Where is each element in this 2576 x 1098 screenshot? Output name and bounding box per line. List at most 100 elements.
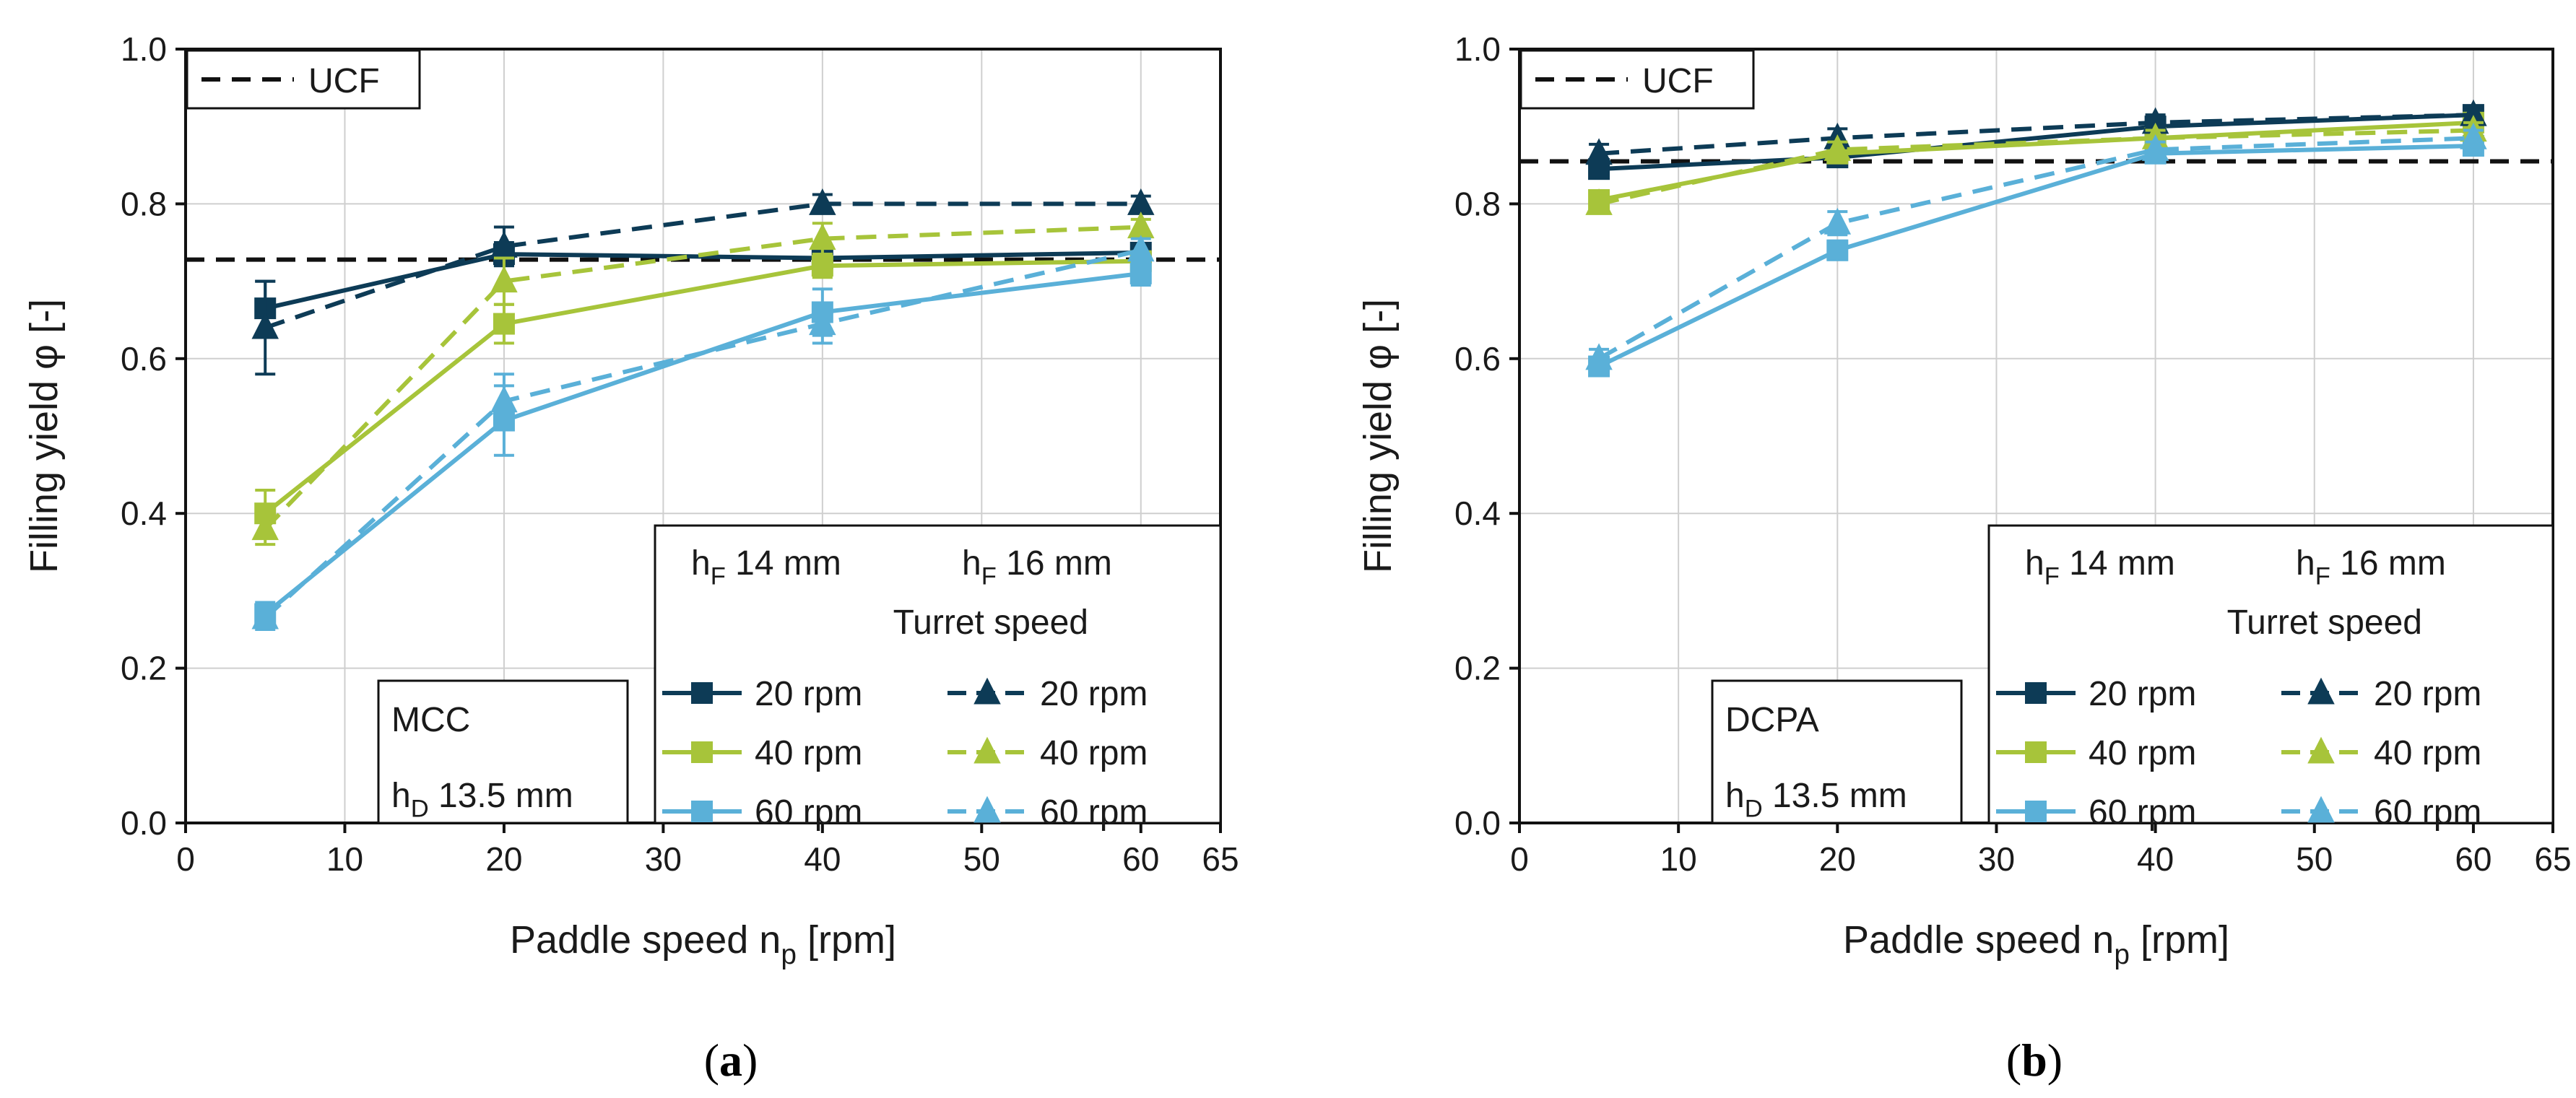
y-tick-label: 0.2 [1454,650,1501,687]
ucf-legend-label: UCF [308,62,380,100]
series-line-hF-16-mm-20-rpm [1598,113,2473,156]
series-line-hF-14-mm-40-rpm [1598,120,2474,202]
series-line-hF-14-mm-60-rpm [1597,144,2473,369]
material-name: DCPA [1725,701,1819,739]
x-axis-title: Paddle speed np [rpm] [1843,918,2229,970]
legend-swatch-marker [2307,736,2335,764]
legend-header-hf14: hF 14 mm [691,544,841,590]
series-legend-box [1987,524,2554,824]
x-tick-label: 60 [2455,840,2492,878]
y-tick-label: 0.8 [121,185,167,222]
x-tick-label: 40 [804,840,841,878]
y-tick-label: 0.0 [121,804,167,842]
legend-swatch-marker [2025,741,2047,763]
x-tick-label: 10 [326,840,363,878]
data-point [490,230,518,258]
data-point [809,308,836,336]
legend-swatch-marker [691,801,713,822]
x-tick-label: 50 [2296,840,2333,878]
legend-entry-label: 60 rpm [755,793,862,832]
data-point [490,385,518,413]
data-point [809,223,836,250]
die-height-label: hD 13.5 mm [391,777,573,822]
legend-swatch-marker [973,736,1001,764]
legend-entry-label: 20 rpm [1040,675,1148,713]
legend-entry-label: 20 rpm [755,675,862,713]
x-tick-label: 30 [645,840,682,878]
legend-header-hf16: hF 16 mm [962,544,1112,590]
data-point [809,188,836,215]
data-point [2460,99,2487,126]
data-point [251,513,279,541]
x-tick-label: 20 [485,840,522,878]
x-tick-label: 50 [963,840,1000,878]
legend-entry-label: 20 rpm [2374,675,2481,713]
legend-swatch-marker [2025,682,2047,704]
x-tick-label: 60 [1122,840,1159,878]
y-axis-title: Filling yield φ [-] [22,299,66,573]
x-tick-label: 65 [2534,840,2571,878]
legend-header-hf16: hF 16 mm [2296,544,2446,590]
y-tick-label: 0.2 [121,650,167,687]
chart-panel-b: 0 10 20 30 40 50 60 65 0.0 0.2 0.4 0.6 0.8 1.0 Paddle … [1356,30,2572,970]
material-info-box [377,679,629,824]
legend-entry-label: 20 rpm [2089,675,2196,713]
x-tick-label: 30 [1978,840,2015,878]
data-point [490,266,518,293]
series-legend-box [654,524,1222,824]
x-tick-label: 0 [1510,840,1529,878]
data-point [1585,188,1613,215]
legend-entry-label: 40 rpm [2089,734,2196,772]
legend-swatch-marker [691,682,713,704]
series-line-hF-16-mm-20-rpm [264,201,1141,330]
data-point [1585,138,1613,165]
legend-swatch-marker [2025,801,2047,822]
legend-entry-label: 40 rpm [755,734,862,772]
series-line-hF-16-mm-40-rpm [264,225,1141,531]
legend-entry-label: 60 rpm [1040,793,1148,832]
data-point [1823,134,1852,161]
data-point [2141,134,2169,161]
legend-entry-label: 60 rpm [2089,793,2196,832]
material-info-box [1711,679,1963,824]
material-name: MCC [391,701,470,739]
x-axis-title: Paddle speed np [rpm] [510,918,896,970]
x-tick-label: 40 [2137,840,2174,878]
panel-label: (b) [2006,1034,2063,1086]
legend-subheader: Turret speed [2227,604,2422,642]
y-tick-label: 0.4 [121,494,167,532]
y-tick-label: 0.8 [1454,185,1501,222]
ucf-legend-box [1519,49,1755,110]
data-point [251,602,279,629]
data-point [1585,343,1613,370]
x-tick-label: 65 [1202,840,1239,878]
y-tick-label: 0.6 [1454,340,1501,378]
legend-swatch-marker [2307,677,2335,705]
data-point [1826,239,1849,261]
series-line-hF-14-mm-60-rpm [264,271,1142,616]
series-line-hF-14-mm-40-rpm [264,258,1141,515]
data-point [1129,262,1152,284]
series-line-hF-14-mm-20-rpm [264,250,1141,311]
data-point [251,312,279,339]
legend-subheader: Turret speed [893,604,1088,642]
data-point [1127,188,1155,215]
legend-entry-label: 40 rpm [1040,734,1148,772]
legend-swatch-marker [691,741,713,763]
y-tick-label: 0.6 [121,340,167,378]
x-tick-label: 20 [1819,840,1856,878]
data-point [1127,212,1155,239]
data-point [2460,122,2487,149]
die-height-label: hD 13.5 mm [1725,777,1907,822]
series-line-hF-16-mm-60-rpm [1597,136,2474,361]
y-axis-title: Filling yield φ [-] [1356,299,1400,573]
ucf-legend-box [186,49,421,110]
legend-swatch-marker [2307,796,2335,823]
series-line-hF-16-mm-60-rpm [264,248,1142,620]
data-point [493,313,515,335]
panel-label: (a) [704,1034,758,1086]
data-point [1823,207,1852,235]
y-tick-label: 1.0 [1454,30,1501,68]
legend-header-hf14: hF 14 mm [2025,544,2175,590]
